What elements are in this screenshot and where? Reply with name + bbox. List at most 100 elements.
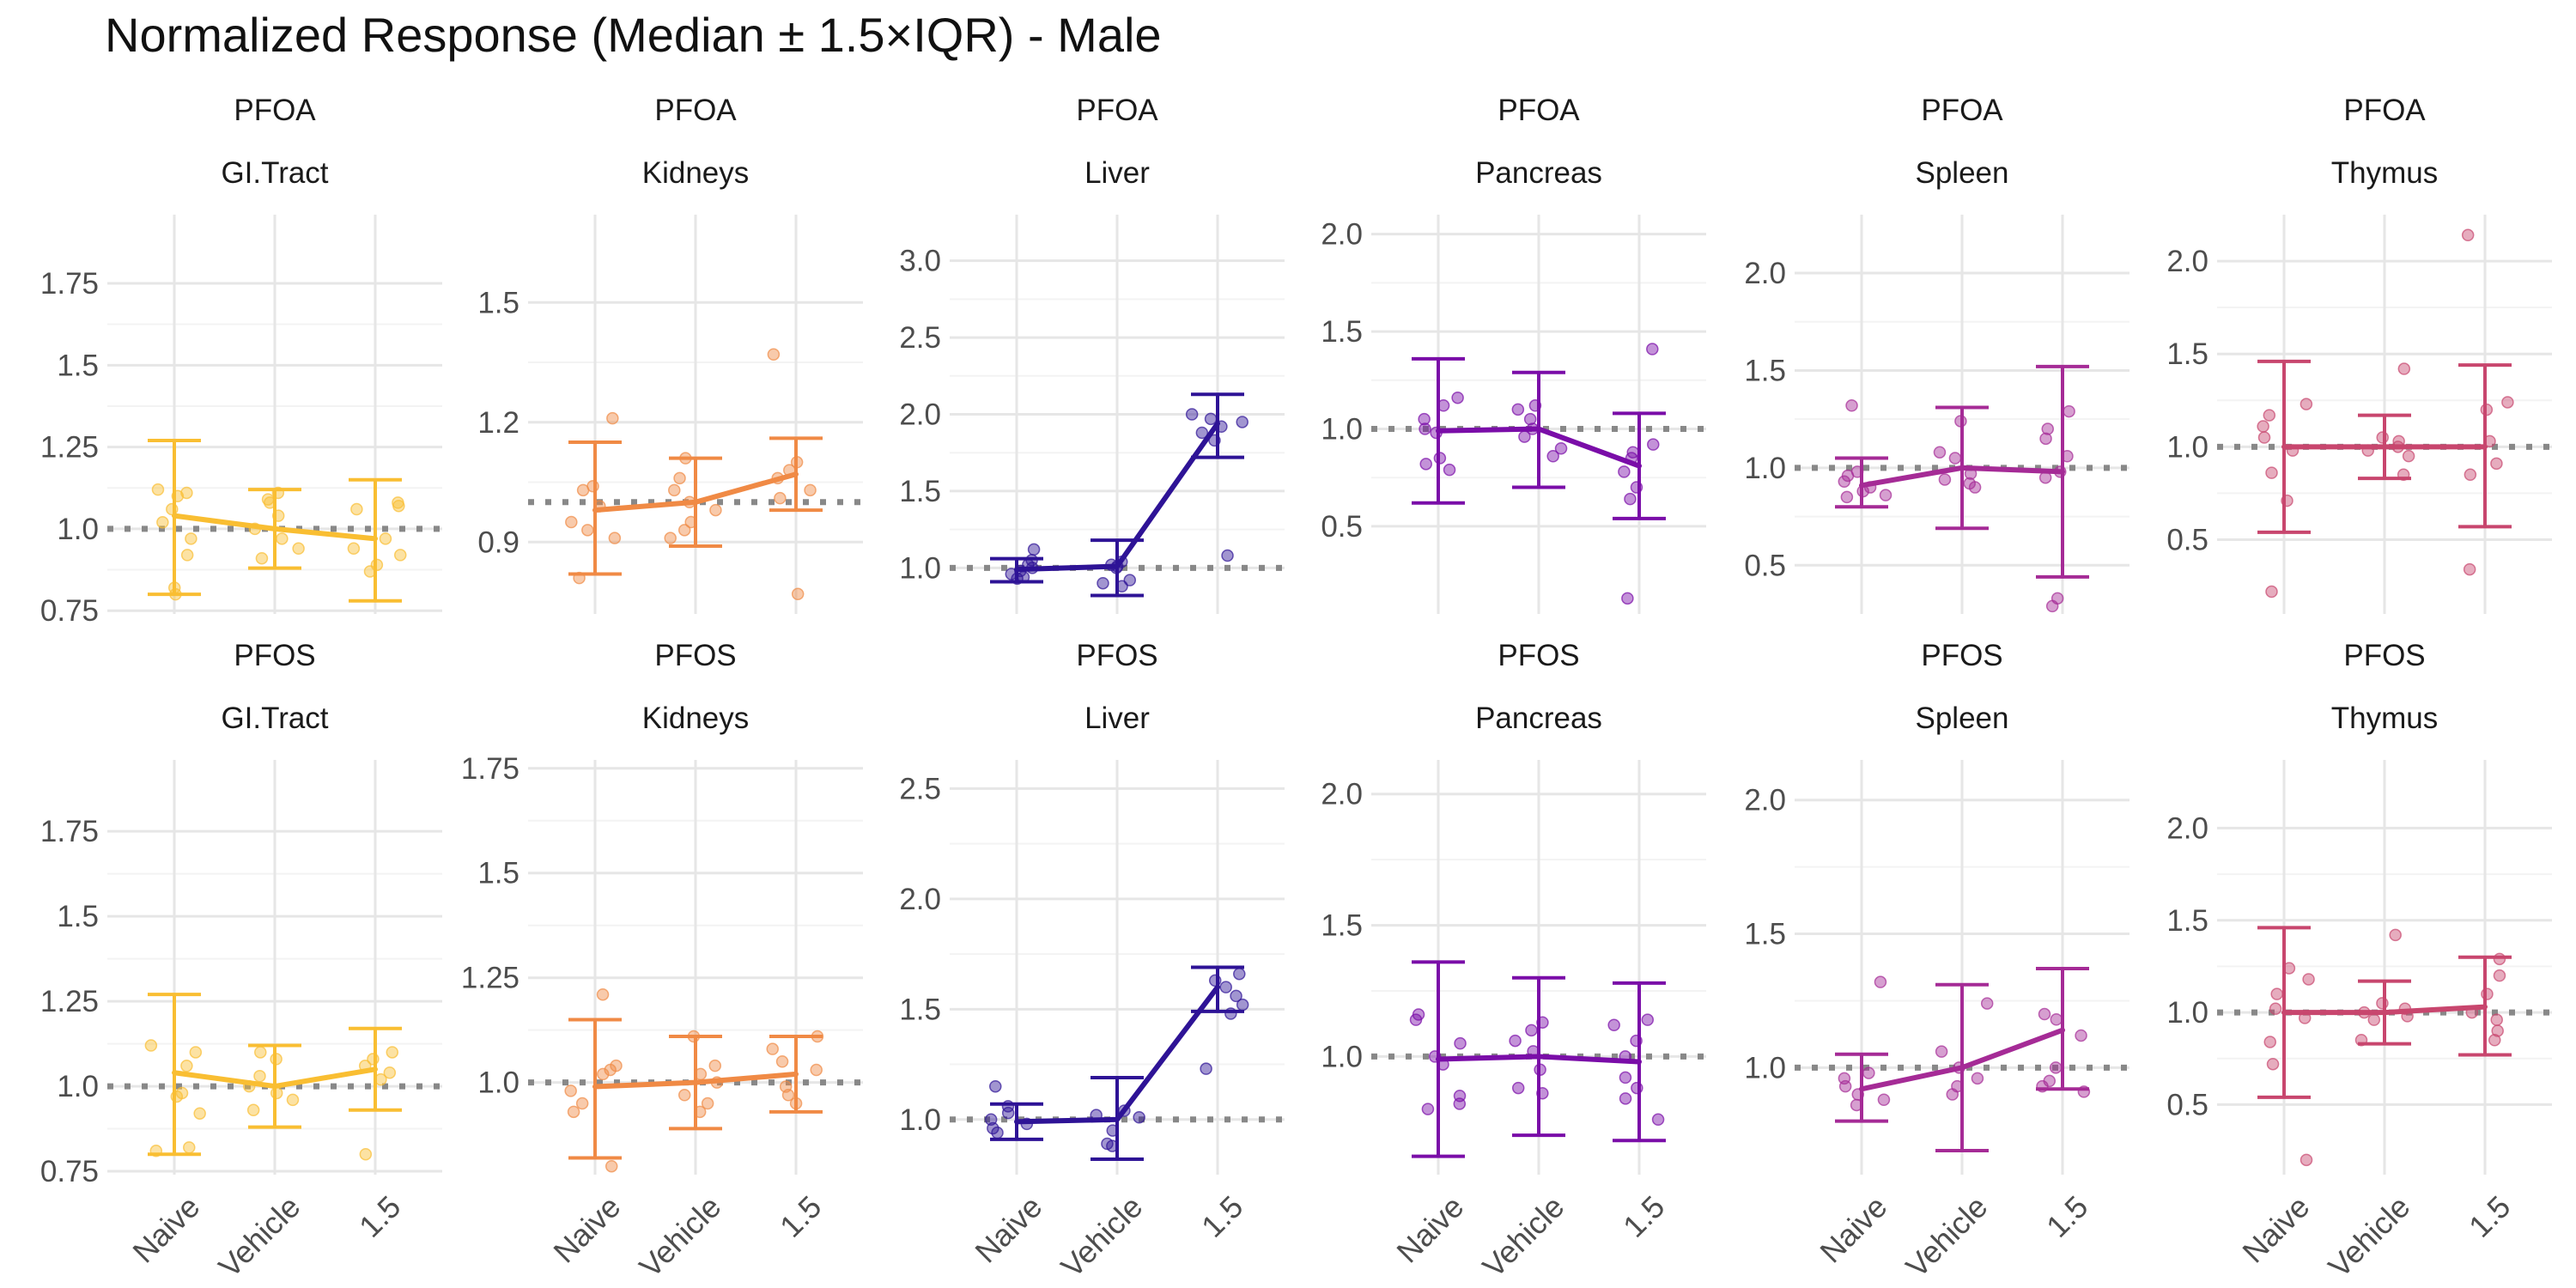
data-point xyxy=(151,483,165,496)
data-point xyxy=(1619,1092,1632,1105)
data-point xyxy=(1651,1113,1665,1127)
strip-compound: PFOS xyxy=(2343,639,2425,672)
data-point xyxy=(565,515,578,529)
y-tick-label: 1.5 xyxy=(477,857,519,890)
data-point xyxy=(2302,973,2315,986)
strip-compound: PFOA xyxy=(1498,94,1580,127)
y-tick-label: 0.9 xyxy=(477,526,519,559)
median-line xyxy=(1859,1027,2065,1092)
y-tick-label: 1.0 xyxy=(1744,1051,1786,1084)
data-point xyxy=(2257,420,2269,433)
strip-organ: Liver xyxy=(1084,156,1150,190)
strip-organ: Kidneys xyxy=(642,156,750,190)
data-point xyxy=(1862,1066,1875,1079)
data-point xyxy=(1938,473,1952,486)
y-tick-label: 1.75 xyxy=(461,752,519,786)
y-tick-label: 1.25 xyxy=(40,431,99,465)
x-tick-label: 1.5 xyxy=(773,1188,828,1243)
data-point xyxy=(1419,422,1431,435)
median-line xyxy=(592,471,799,513)
y-tick-label: 2.0 xyxy=(2166,245,2208,278)
data-point xyxy=(604,1063,617,1077)
data-point xyxy=(1453,1097,1467,1110)
data-point xyxy=(581,524,594,537)
median-line xyxy=(172,513,378,542)
x-tick-label: 1.5 xyxy=(2039,1188,2094,1243)
data-point xyxy=(1948,452,1962,465)
median-line xyxy=(172,1066,378,1090)
y-tick-label: 1.0 xyxy=(477,1066,519,1100)
data-point xyxy=(677,1089,691,1102)
data-point xyxy=(1933,446,1947,459)
y-tick-label: 1.25 xyxy=(461,962,519,995)
data-point xyxy=(2049,1061,2063,1074)
y-tick-label: 1.5 xyxy=(57,349,99,382)
data-point xyxy=(1971,1072,1984,1085)
data-point xyxy=(567,1105,580,1119)
strip-organ: Kidneys xyxy=(642,702,750,735)
data-point xyxy=(2269,1002,2282,1016)
y-tick-label: 0.5 xyxy=(1744,549,1786,582)
data-point xyxy=(180,486,193,500)
strip-organ: Liver xyxy=(1084,702,1150,735)
data-point xyxy=(709,503,722,517)
y-tick-label: 1.5 xyxy=(899,993,941,1026)
data-point xyxy=(1236,416,1249,428)
data-point xyxy=(2050,1013,2063,1026)
y-tick-label: 1.0 xyxy=(899,551,941,585)
strip-organ: Thymus xyxy=(2331,156,2438,190)
strip-compound: PFOS xyxy=(1498,639,1579,672)
data-point xyxy=(185,532,197,545)
data-point xyxy=(1419,458,1432,471)
data-point xyxy=(1607,1018,1620,1032)
y-tick-label: 1.0 xyxy=(2166,430,2208,464)
y-tick-label: 1.5 xyxy=(57,900,99,933)
strip-compound: PFOS xyxy=(1921,639,2002,672)
x-tick-label: Naive xyxy=(1813,1188,1893,1269)
strip-organ: Pancreas xyxy=(1475,702,1602,735)
data-point xyxy=(1554,441,1568,455)
data-point xyxy=(1200,1062,1212,1075)
y-tick-label: 1.5 xyxy=(2166,337,2208,371)
data-point xyxy=(2263,1036,2276,1048)
data-point xyxy=(606,411,619,425)
y-tick-label: 2.0 xyxy=(899,398,941,432)
median-line xyxy=(1014,421,1220,573)
y-tick-label: 1.5 xyxy=(1321,909,1363,943)
data-point xyxy=(2493,969,2506,982)
data-point xyxy=(766,1042,779,1055)
x-tick-label: Naive xyxy=(1389,1188,1470,1269)
y-tick-label: 1.5 xyxy=(2166,904,2208,938)
y-tick-label: 1.5 xyxy=(1321,315,1363,349)
data-point xyxy=(987,1121,999,1135)
data-point xyxy=(2039,432,2052,446)
x-tick-label: 1.5 xyxy=(1194,1188,1249,1243)
data-point xyxy=(393,549,407,562)
x-tick-label: Vehicle xyxy=(2321,1188,2416,1284)
data-point xyxy=(1845,399,1858,412)
data-point xyxy=(2488,1034,2501,1047)
x-tick-label: Naive xyxy=(546,1188,627,1269)
data-point xyxy=(774,491,787,505)
y-tick-label: 1.5 xyxy=(477,286,519,319)
x-tick-label: Vehicle xyxy=(1899,1188,1994,1284)
data-point xyxy=(359,1147,373,1161)
data-point xyxy=(2266,1057,2280,1071)
data-point xyxy=(991,1126,1004,1139)
data-point xyxy=(708,1059,722,1072)
data-point xyxy=(180,549,194,562)
data-point xyxy=(775,1055,789,1068)
data-point xyxy=(1204,412,1218,426)
y-tick-label: 0.75 xyxy=(40,594,99,628)
data-point xyxy=(767,348,781,361)
data-point xyxy=(1195,426,1209,440)
data-point xyxy=(1421,1103,1435,1115)
data-point xyxy=(1980,997,1994,1010)
data-point xyxy=(1646,343,1659,355)
data-point xyxy=(270,1086,283,1100)
data-point xyxy=(668,483,681,497)
data-point xyxy=(2263,409,2276,422)
data-point xyxy=(597,1067,610,1081)
data-point xyxy=(1451,391,1464,404)
data-point xyxy=(1509,1034,1522,1048)
